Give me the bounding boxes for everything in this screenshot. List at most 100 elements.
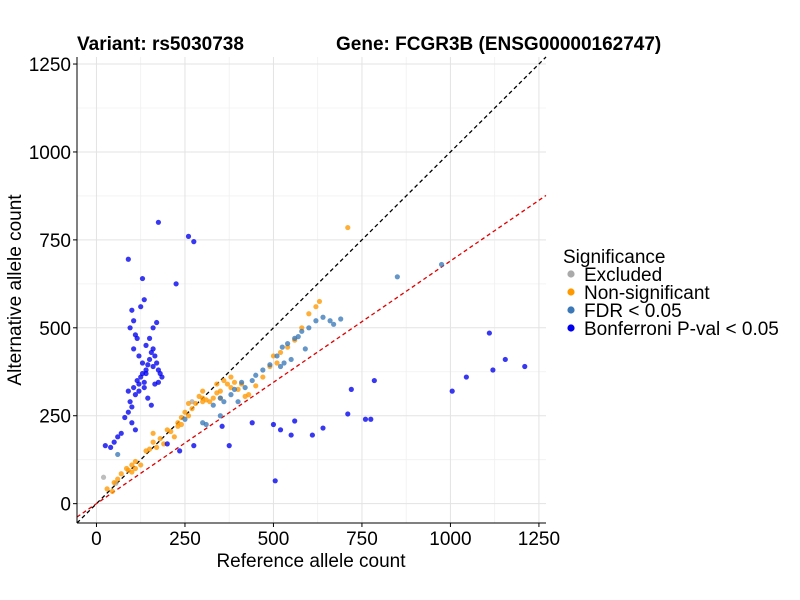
y-axis-title: Alternative allele count xyxy=(5,194,26,386)
data-point xyxy=(313,318,319,324)
data-point xyxy=(145,362,151,368)
x-axis-title: Reference allele count xyxy=(216,551,406,572)
data-point xyxy=(217,395,223,401)
data-point xyxy=(292,418,298,424)
data-point xyxy=(295,334,301,340)
data-point xyxy=(146,446,153,452)
data-point xyxy=(175,423,181,429)
data-point xyxy=(302,346,308,352)
data-point xyxy=(260,374,266,380)
data-point xyxy=(157,435,163,442)
legend-label: Bonferroni P-val < 0.05 xyxy=(584,319,779,340)
legend-swatch xyxy=(567,288,575,296)
data-point xyxy=(221,399,227,405)
data-point xyxy=(131,346,137,352)
data-point xyxy=(145,395,151,401)
data-point xyxy=(277,349,284,356)
data-point xyxy=(246,392,252,398)
data-point xyxy=(141,379,147,385)
legend-title: Significance xyxy=(563,247,665,268)
data-point xyxy=(154,319,160,326)
data-point xyxy=(486,330,492,336)
data-point xyxy=(272,478,278,484)
data-point xyxy=(288,356,294,363)
data-point xyxy=(138,462,144,468)
data-point xyxy=(231,379,238,385)
data-point xyxy=(132,458,139,465)
data-point xyxy=(345,411,351,417)
data-point xyxy=(299,328,305,334)
data-point xyxy=(288,432,294,438)
data-point xyxy=(203,421,209,428)
legend-swatch xyxy=(567,270,575,278)
y-tick-label: 750 xyxy=(39,231,71,252)
data-point xyxy=(345,224,351,231)
data-point xyxy=(228,374,234,380)
data-point xyxy=(136,381,142,387)
data-point xyxy=(189,406,195,412)
data-point xyxy=(173,281,179,287)
data-point xyxy=(438,261,445,268)
data-point xyxy=(348,386,354,392)
data-point xyxy=(522,363,528,370)
data-point xyxy=(139,275,146,282)
data-point xyxy=(139,360,146,366)
data-point xyxy=(150,346,156,352)
data-point xyxy=(306,311,312,317)
data-point xyxy=(111,439,117,445)
x-axis-ticks: 0 250 500 750 1000 1250 xyxy=(91,523,560,550)
data-point xyxy=(127,325,133,331)
data-point xyxy=(129,469,135,475)
data-point xyxy=(129,420,135,426)
data-point xyxy=(115,434,121,440)
data-point xyxy=(152,353,158,359)
data-point xyxy=(362,416,369,422)
x-tick-label: 1000 xyxy=(429,529,471,550)
y-tick-label: 250 xyxy=(39,407,71,428)
data-point xyxy=(221,377,227,384)
data-point xyxy=(320,425,326,431)
legend-label: Non-significant xyxy=(584,283,710,304)
data-point xyxy=(177,448,183,454)
data-point xyxy=(277,363,284,370)
data-point xyxy=(132,465,139,472)
data-point xyxy=(270,421,277,428)
data-point xyxy=(155,379,162,385)
data-point xyxy=(219,423,225,429)
reference-line xyxy=(76,194,547,518)
data-point xyxy=(109,488,115,494)
data-point xyxy=(115,451,121,458)
x-tick-label: 1250 xyxy=(518,529,560,550)
data-point xyxy=(260,367,266,373)
x-tick-label: 750 xyxy=(346,529,378,550)
grid-lines xyxy=(77,57,546,523)
data-point xyxy=(146,335,153,341)
data-point xyxy=(253,372,259,378)
data-point xyxy=(100,474,107,480)
data-point xyxy=(217,388,223,394)
data-point xyxy=(285,341,291,347)
data-point xyxy=(168,428,174,435)
data-point xyxy=(185,400,192,407)
data-point xyxy=(131,384,137,391)
data-point xyxy=(132,392,139,398)
data-point xyxy=(143,342,149,348)
data-point xyxy=(490,367,496,373)
x-tick-label: 500 xyxy=(258,529,290,550)
data-point xyxy=(122,414,128,421)
data-point xyxy=(118,430,124,436)
data-point xyxy=(171,434,177,440)
data-point xyxy=(306,325,312,331)
data-point xyxy=(463,374,469,380)
data-point xyxy=(371,377,377,384)
data-point xyxy=(136,353,142,359)
y-tick-label: 0 xyxy=(60,495,71,516)
data-point xyxy=(150,325,156,331)
data-point xyxy=(226,443,232,449)
data-point xyxy=(502,356,508,363)
data-point xyxy=(210,402,216,408)
data-point xyxy=(125,388,131,394)
legend-swatch xyxy=(567,306,575,314)
